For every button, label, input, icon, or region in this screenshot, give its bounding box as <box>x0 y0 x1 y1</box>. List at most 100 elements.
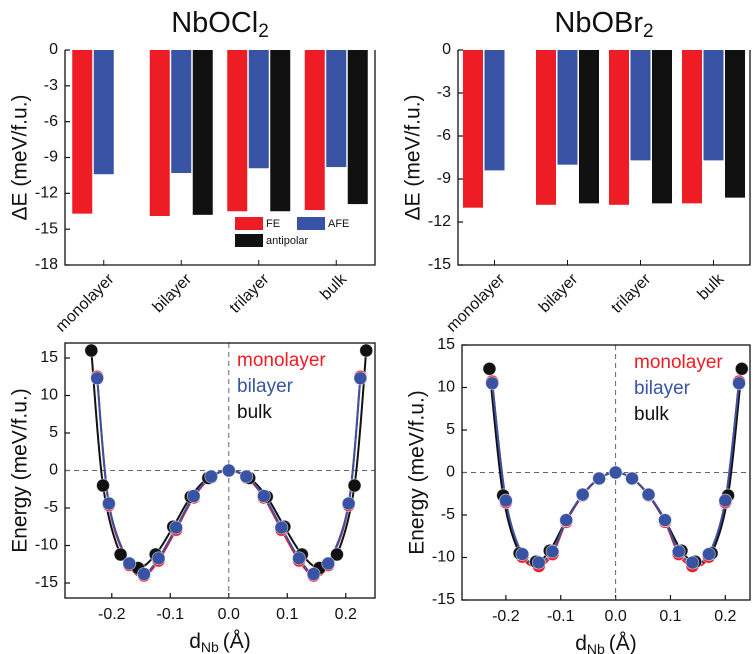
data-point <box>734 361 749 376</box>
legend-label: AFE <box>328 218 349 230</box>
data-point <box>732 376 746 391</box>
y-tick-label: -15 <box>35 574 58 591</box>
data-point <box>96 478 110 493</box>
legend-swatch <box>297 217 325 230</box>
y-tick-label: 5 <box>49 424 58 441</box>
data-point <box>641 487 656 502</box>
y-tick-label: -18 <box>35 256 58 273</box>
title-subscript: 2 <box>258 21 269 42</box>
x-tick-label: -0.2 <box>98 606 126 623</box>
legend-label: bilayer <box>634 378 691 399</box>
bar <box>72 50 93 214</box>
x-tick-label: 0.1 <box>276 606 298 623</box>
y-tick-label: -10 <box>432 549 455 566</box>
bar <box>463 50 483 208</box>
y-tick-label: -6 <box>437 127 451 144</box>
y-tick-label: -3 <box>44 77 58 94</box>
x-tick-label: bulk <box>317 270 350 303</box>
y-tick-label: -12 <box>428 213 451 230</box>
bar <box>536 50 556 205</box>
data-point <box>321 556 336 571</box>
bar <box>171 50 192 174</box>
plot-area <box>462 345 750 600</box>
bar <box>304 50 325 211</box>
data-point <box>515 547 530 561</box>
title-subscript: 2 <box>643 21 654 42</box>
x-axis-label: dNb (Å) <box>575 632 637 654</box>
data-point <box>90 371 105 386</box>
x-tick-label: trilayer <box>608 270 654 316</box>
data-point <box>101 496 116 511</box>
legend-label: FE <box>266 218 280 230</box>
bar <box>630 50 651 161</box>
bar <box>93 50 114 175</box>
y-tick-label: -5 <box>44 499 58 516</box>
data-point <box>306 567 321 581</box>
data-point <box>575 487 590 502</box>
data-point <box>151 551 166 566</box>
axis-frame <box>461 344 751 601</box>
x-tick-label: bilayer <box>536 270 582 316</box>
y-tick-label: 0 <box>442 41 451 58</box>
y-tick-label: 15 <box>437 336 455 353</box>
data-point <box>498 493 513 508</box>
data-point <box>204 469 219 484</box>
data-point <box>256 489 271 503</box>
data-point <box>531 555 546 570</box>
y-tick-label: 10 <box>40 387 58 404</box>
bar <box>557 50 578 165</box>
y-tick-label: -15 <box>428 256 451 273</box>
y-tick-label: 0 <box>49 462 58 479</box>
data-point <box>701 547 716 561</box>
x-tick-label: monolayer <box>53 270 118 335</box>
y-tick-label: -6 <box>44 113 58 130</box>
data-point <box>559 513 574 527</box>
x-tick-label: 0.2 <box>335 606 357 623</box>
x-tick-label: 0.1 <box>659 608 681 625</box>
bar <box>652 50 672 204</box>
data-point <box>113 547 128 562</box>
bar <box>484 50 505 171</box>
y-axis-label: ΔE (meV/f.u.) <box>9 94 32 220</box>
x-tick-label: bulk <box>695 270 728 303</box>
legend-label: monolayer <box>634 352 723 373</box>
y-tick-label: -15 <box>432 591 455 608</box>
chart-title: NbOCl2 <box>171 7 269 42</box>
legend-label: antipolar <box>266 235 309 247</box>
y-tick-label: -9 <box>44 149 58 166</box>
x-tick-label: monolayer <box>443 270 508 335</box>
legend-label: monolayer <box>237 350 326 371</box>
y-tick-label: 0 <box>446 464 455 481</box>
legend-label: bulk <box>634 404 669 425</box>
data-point <box>169 520 184 535</box>
bar <box>725 50 745 198</box>
data-point <box>625 471 639 486</box>
title-text: NbOBr <box>554 7 643 39</box>
panel: Energy (meV/f.u.) -15 -10 -5 0 5 10 15 -0.2 -0.1 0… <box>406 336 751 654</box>
axis-frame <box>64 50 376 266</box>
data-point <box>292 551 306 566</box>
y-tick-label: -3 <box>437 84 451 101</box>
title-text: NbOCl <box>171 7 258 39</box>
chart-title: NbOBr2 <box>554 7 653 42</box>
x-tick-label: bilayer <box>150 270 196 316</box>
axis-frame <box>64 342 376 599</box>
bar <box>609 50 629 205</box>
y-tick-label: -10 <box>35 537 58 554</box>
data-point <box>482 361 497 376</box>
data-point <box>239 469 254 484</box>
data-point <box>84 343 99 358</box>
y-tick-label: -12 <box>35 185 58 202</box>
x-tick-label: -0.1 <box>547 608 575 625</box>
x-label-subscript: Nb <box>201 639 219 654</box>
legend-swatch <box>235 234 263 247</box>
data-point <box>545 544 560 559</box>
y-tick-label: -5 <box>441 506 455 523</box>
data-point <box>330 547 344 562</box>
panel: Energy (meV/f.u.) -15 -10 -5 0 5 10 15 -0.2 -0.1 0… <box>9 342 376 654</box>
x-label-unit: (Å) <box>223 630 251 653</box>
data-point <box>685 555 700 570</box>
data-point <box>221 463 236 478</box>
data-point <box>186 489 201 503</box>
y-tick-label: 0 <box>49 41 58 58</box>
